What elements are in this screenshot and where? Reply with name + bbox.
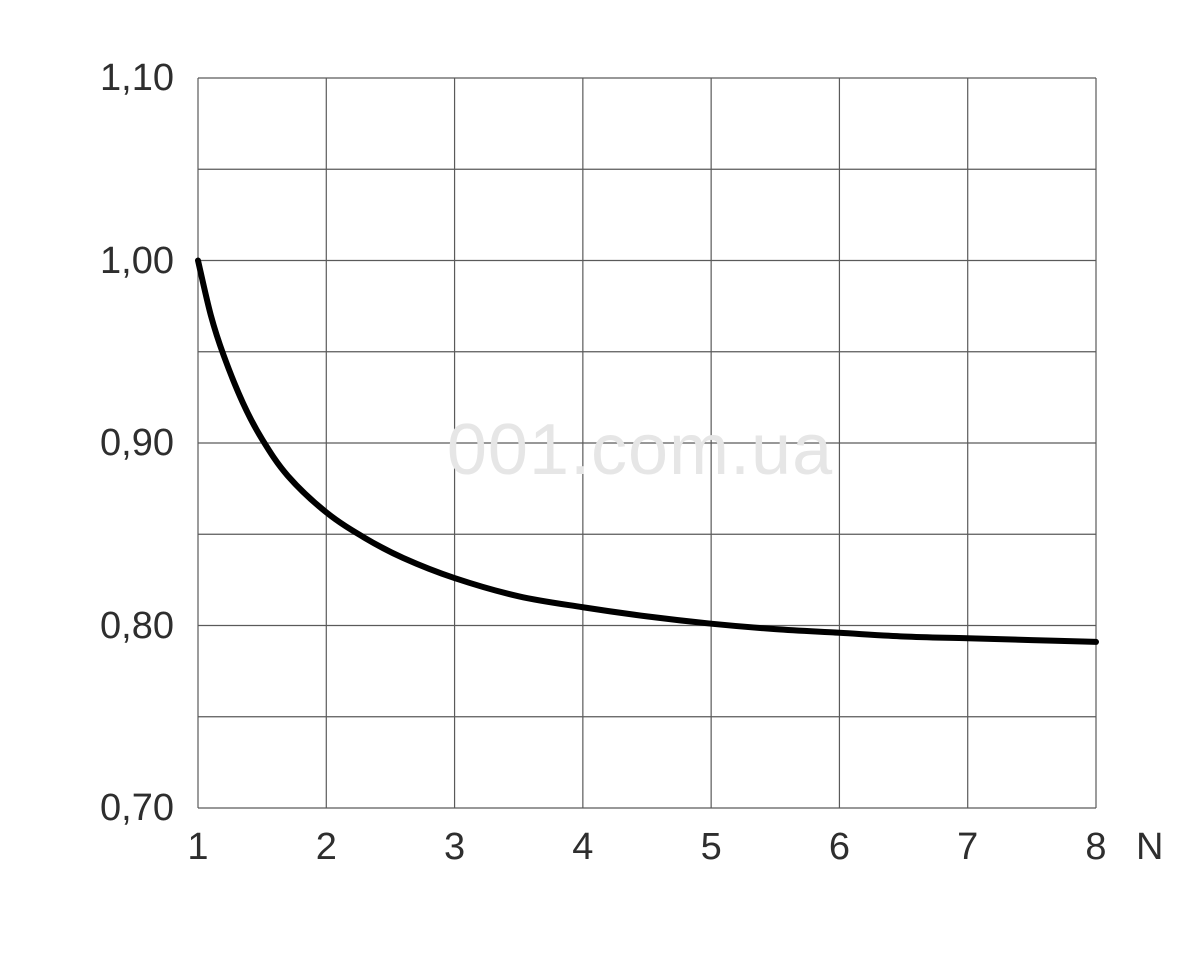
y-tick-label: 0,80 bbox=[100, 605, 174, 648]
y-tick-label: 0,90 bbox=[100, 422, 174, 465]
chart-svg bbox=[0, 0, 1200, 967]
x-tick-label: 3 bbox=[444, 826, 465, 869]
x-tick-label: 5 bbox=[701, 826, 722, 869]
y-tick-label: 0,70 bbox=[100, 787, 174, 830]
y-tick-label: 1,00 bbox=[100, 240, 174, 283]
x-tick-label: 8 bbox=[1085, 826, 1106, 869]
x-tick-label: 2 bbox=[316, 826, 337, 869]
x-tick-label: 6 bbox=[829, 826, 850, 869]
y-tick-label: 1,10 bbox=[100, 57, 174, 100]
x-axis-title: N bbox=[1136, 826, 1163, 869]
x-tick-label: 7 bbox=[957, 826, 978, 869]
x-tick-label: 4 bbox=[572, 826, 593, 869]
chart-container: 001.com.ua 0,700,800,901,001,10 12345678… bbox=[0, 0, 1200, 967]
x-tick-label: 1 bbox=[187, 826, 208, 869]
grid-lines bbox=[198, 78, 1096, 808]
series-curve bbox=[198, 261, 1096, 642]
